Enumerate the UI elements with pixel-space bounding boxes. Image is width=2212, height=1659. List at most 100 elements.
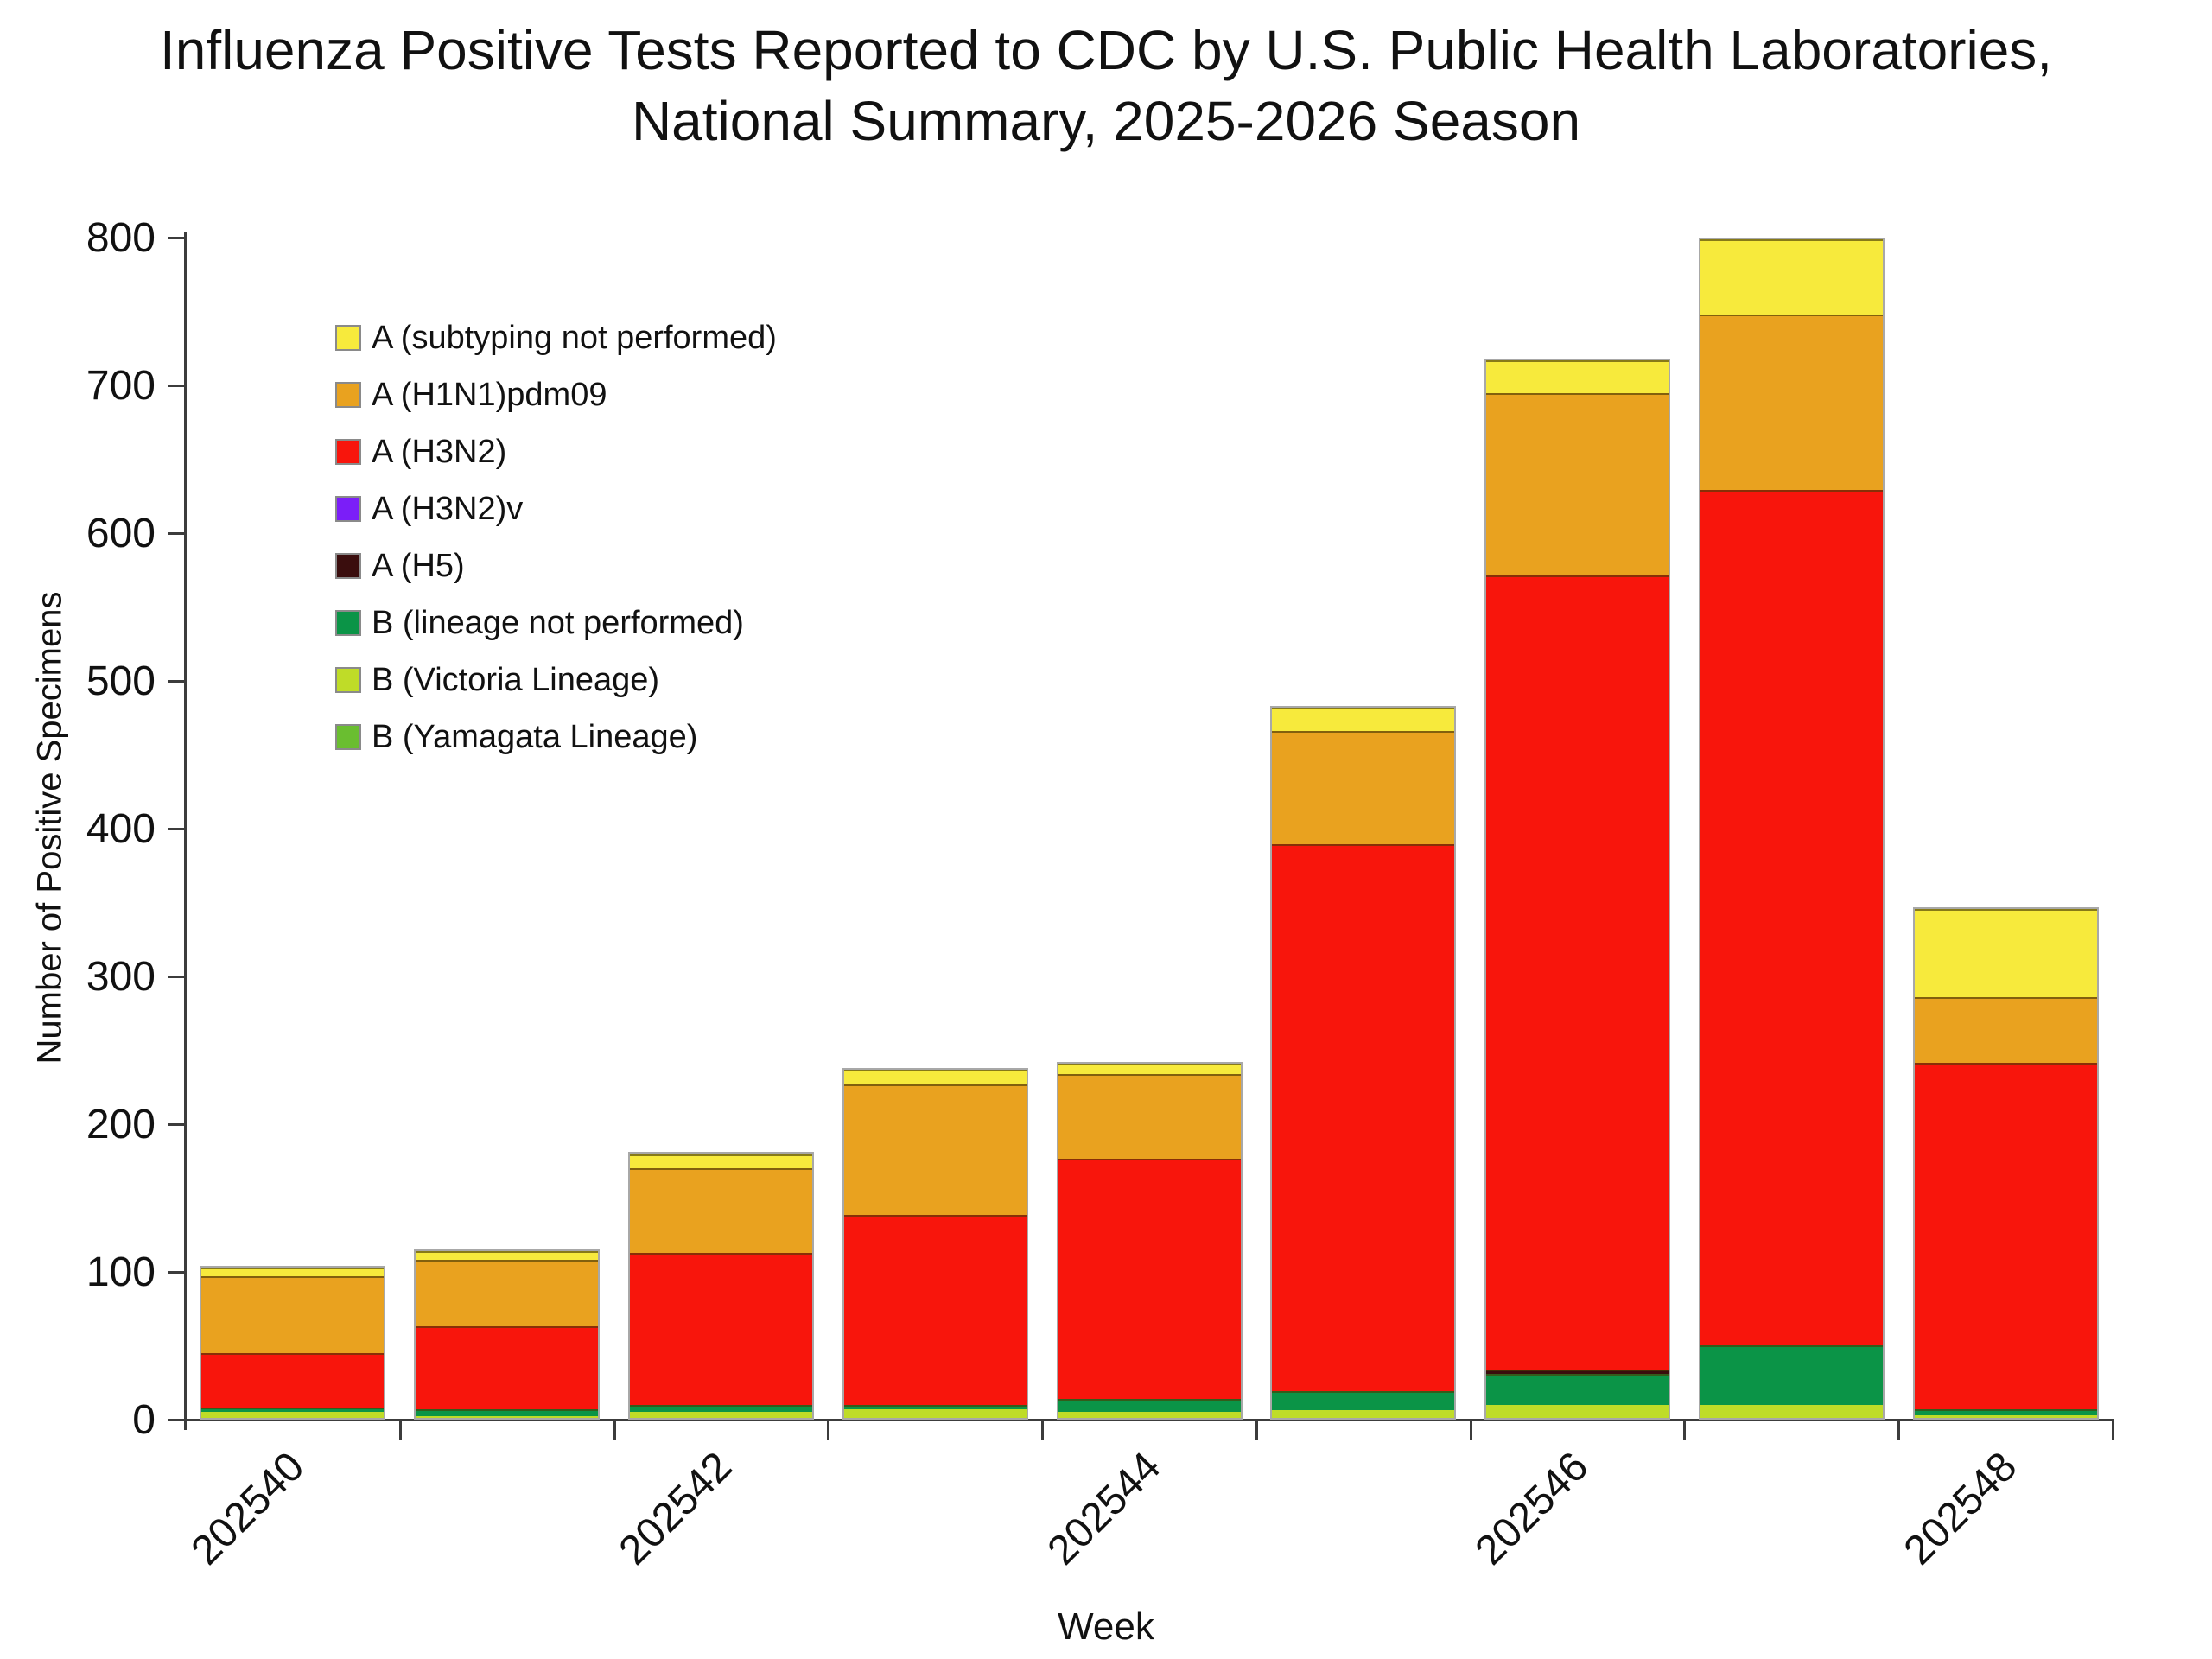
x-tick-mark — [1897, 1420, 1901, 1440]
legend-swatch-icon — [335, 610, 361, 636]
y-tick-mark — [168, 1271, 184, 1274]
bar-segment-b-lineage-not-performed — [1914, 1408, 2097, 1415]
x-tick-mark — [827, 1420, 830, 1440]
x-tick-label: 202548 — [1895, 1443, 2026, 1574]
bar-segment-a-h3n2 — [1700, 489, 1883, 1346]
y-tick-label: 300 — [86, 954, 156, 1000]
y-tick-mark — [168, 385, 184, 387]
bar-segment-a-h3n2 — [629, 1253, 812, 1405]
bar-segment-a-h1n1-pdm09 — [1272, 731, 1455, 845]
legend-swatch-icon — [335, 325, 361, 351]
bar-segment-b-lineage-not-performed — [1700, 1345, 1883, 1405]
y-tick-label: 200 — [86, 1102, 156, 1147]
legend-label: B (Victoria Lineage) — [372, 661, 660, 698]
bar-week-202540 — [200, 1266, 386, 1420]
x-tick-label: 202544 — [1039, 1443, 1170, 1574]
y-tick-label: 600 — [86, 511, 156, 556]
x-tick-label: 202542 — [610, 1443, 741, 1574]
y-tick-label: 100 — [86, 1249, 156, 1295]
chart-title-line1: Influenza Positive Tests Reported to CDC… — [159, 19, 2053, 81]
bar-segment-a-h1n1-pdm09 — [201, 1276, 385, 1353]
legend-label: A (H5) — [372, 547, 465, 584]
bar-segment-a-h1n1-pdm09 — [843, 1084, 1027, 1215]
y-tick-mark — [168, 976, 184, 978]
y-tick-mark — [168, 680, 184, 683]
x-tick-mark — [1255, 1420, 1258, 1440]
bar-week-202548 — [1912, 906, 2099, 1420]
bar-week-202542 — [627, 1152, 814, 1420]
bar-week-202547 — [1698, 238, 1885, 1420]
bar-segment-a-h3n2 — [1272, 844, 1455, 1392]
legend-label: A (H1N1)pdm09 — [372, 376, 607, 413]
legend: A (subtyping not performed) A (H1N1)pdm09… — [335, 309, 777, 766]
legend-label: A (H3N2) — [372, 433, 507, 470]
bar-segment-a-h3n2 — [1486, 575, 1669, 1370]
y-axis-line — [184, 232, 187, 1430]
y-tick-label: 800 — [86, 215, 156, 261]
bar-segment-a-subtyping-not-performed — [1486, 360, 1669, 393]
bar-segment-a-h1n1-pdm09 — [1914, 996, 2097, 1063]
y-tick-mark — [168, 532, 184, 535]
bar-segment-b-victoria-lineage — [1058, 1412, 1241, 1418]
bar-segment-b-lineage-not-performed — [1272, 1391, 1455, 1411]
bar-segment-b-victoria-lineage — [416, 1416, 599, 1418]
legend-item-2: A (H1N1)pdm09 — [335, 366, 777, 423]
bar-segment-a-h1n1-pdm09 — [1486, 392, 1669, 576]
bar-segment-a-h3n2 — [1914, 1062, 2097, 1409]
legend-label: A (H3N2)v — [372, 490, 524, 527]
legend-item-5: A (H5) — [335, 537, 777, 594]
legend-item-7: B (Victoria Lineage) — [335, 652, 777, 709]
bar-segment-a-h3n2 — [1058, 1159, 1241, 1399]
legend-swatch-icon — [335, 496, 361, 522]
legend-swatch-icon — [335, 382, 361, 408]
y-tick-mark — [168, 237, 184, 239]
x-axis-title: Week — [1058, 1605, 1154, 1648]
bar-segment-b-lineage-not-performed — [201, 1408, 385, 1413]
bar-segment-a-h1n1-pdm09 — [416, 1260, 599, 1327]
bar-segment-b-lineage-not-performed — [416, 1408, 599, 1417]
bar-segment-a-subtyping-not-performed — [201, 1268, 385, 1277]
x-tick-label: 202540 — [182, 1443, 314, 1574]
y-tick-mark — [168, 828, 184, 830]
bar-week-202545 — [1270, 706, 1457, 1420]
bar-segment-b-lineage-not-performed — [1486, 1373, 1669, 1405]
legend-item-1: A (subtyping not performed) — [335, 309, 777, 366]
chart-title-line2: National Summary, 2025-2026 Season — [631, 89, 1581, 152]
bar-segment-a-h3n2 — [201, 1352, 385, 1408]
bar-segment-b-victoria-lineage — [1486, 1404, 1669, 1418]
x-axis-line — [184, 1419, 2114, 1421]
bar-segment-a-subtyping-not-performed — [1272, 708, 1455, 732]
x-tick-mark — [613, 1420, 616, 1440]
bar-segment-a-h1n1-pdm09 — [1058, 1074, 1241, 1160]
bar-segment-a-subtyping-not-performed — [629, 1154, 812, 1169]
bar-week-202546 — [1484, 359, 1671, 1420]
bar-segment-a-h1n1-pdm09 — [1700, 314, 1883, 490]
legend-label: B (Yamagata Lineage) — [372, 718, 698, 755]
legend-label: A (subtyping not performed) — [372, 319, 777, 356]
bar-segment-a-h1n1-pdm09 — [629, 1168, 812, 1254]
y-tick-label: 0 — [132, 1397, 156, 1443]
bar-segment-b-victoria-lineage — [201, 1412, 385, 1418]
bar-week-202543 — [842, 1068, 1028, 1420]
bar-segment-b-victoria-lineage — [1700, 1404, 1883, 1418]
legend-swatch-icon — [335, 667, 361, 693]
x-tick-mark — [1469, 1420, 1472, 1440]
legend-swatch-icon — [335, 553, 361, 579]
y-tick-label: 400 — [86, 806, 156, 852]
bar-segment-a-subtyping-not-performed — [1914, 908, 2097, 997]
y-tick-label: 700 — [86, 363, 156, 409]
bar-segment-a-subtyping-not-performed — [416, 1251, 599, 1261]
x-tick-mark — [398, 1420, 402, 1440]
bar-segment-a-h3n2 — [416, 1326, 599, 1409]
legend-label: B (lineage not performed) — [372, 604, 744, 641]
bar-segment-a-h3n2 — [843, 1214, 1027, 1405]
bar-segment-a-subtyping-not-performed — [1058, 1064, 1241, 1075]
x-tick-mark — [1683, 1420, 1687, 1440]
legend-item-3: A (H3N2) — [335, 423, 777, 480]
bar-segment-b-lineage-not-performed — [843, 1404, 1027, 1409]
legend-item-6: B (lineage not performed) — [335, 594, 777, 652]
bar-segment-a-subtyping-not-performed — [843, 1070, 1027, 1084]
chart-title: Influenza Positive Tests Reported to CDC… — [0, 16, 2212, 157]
y-tick-label: 500 — [86, 658, 156, 704]
